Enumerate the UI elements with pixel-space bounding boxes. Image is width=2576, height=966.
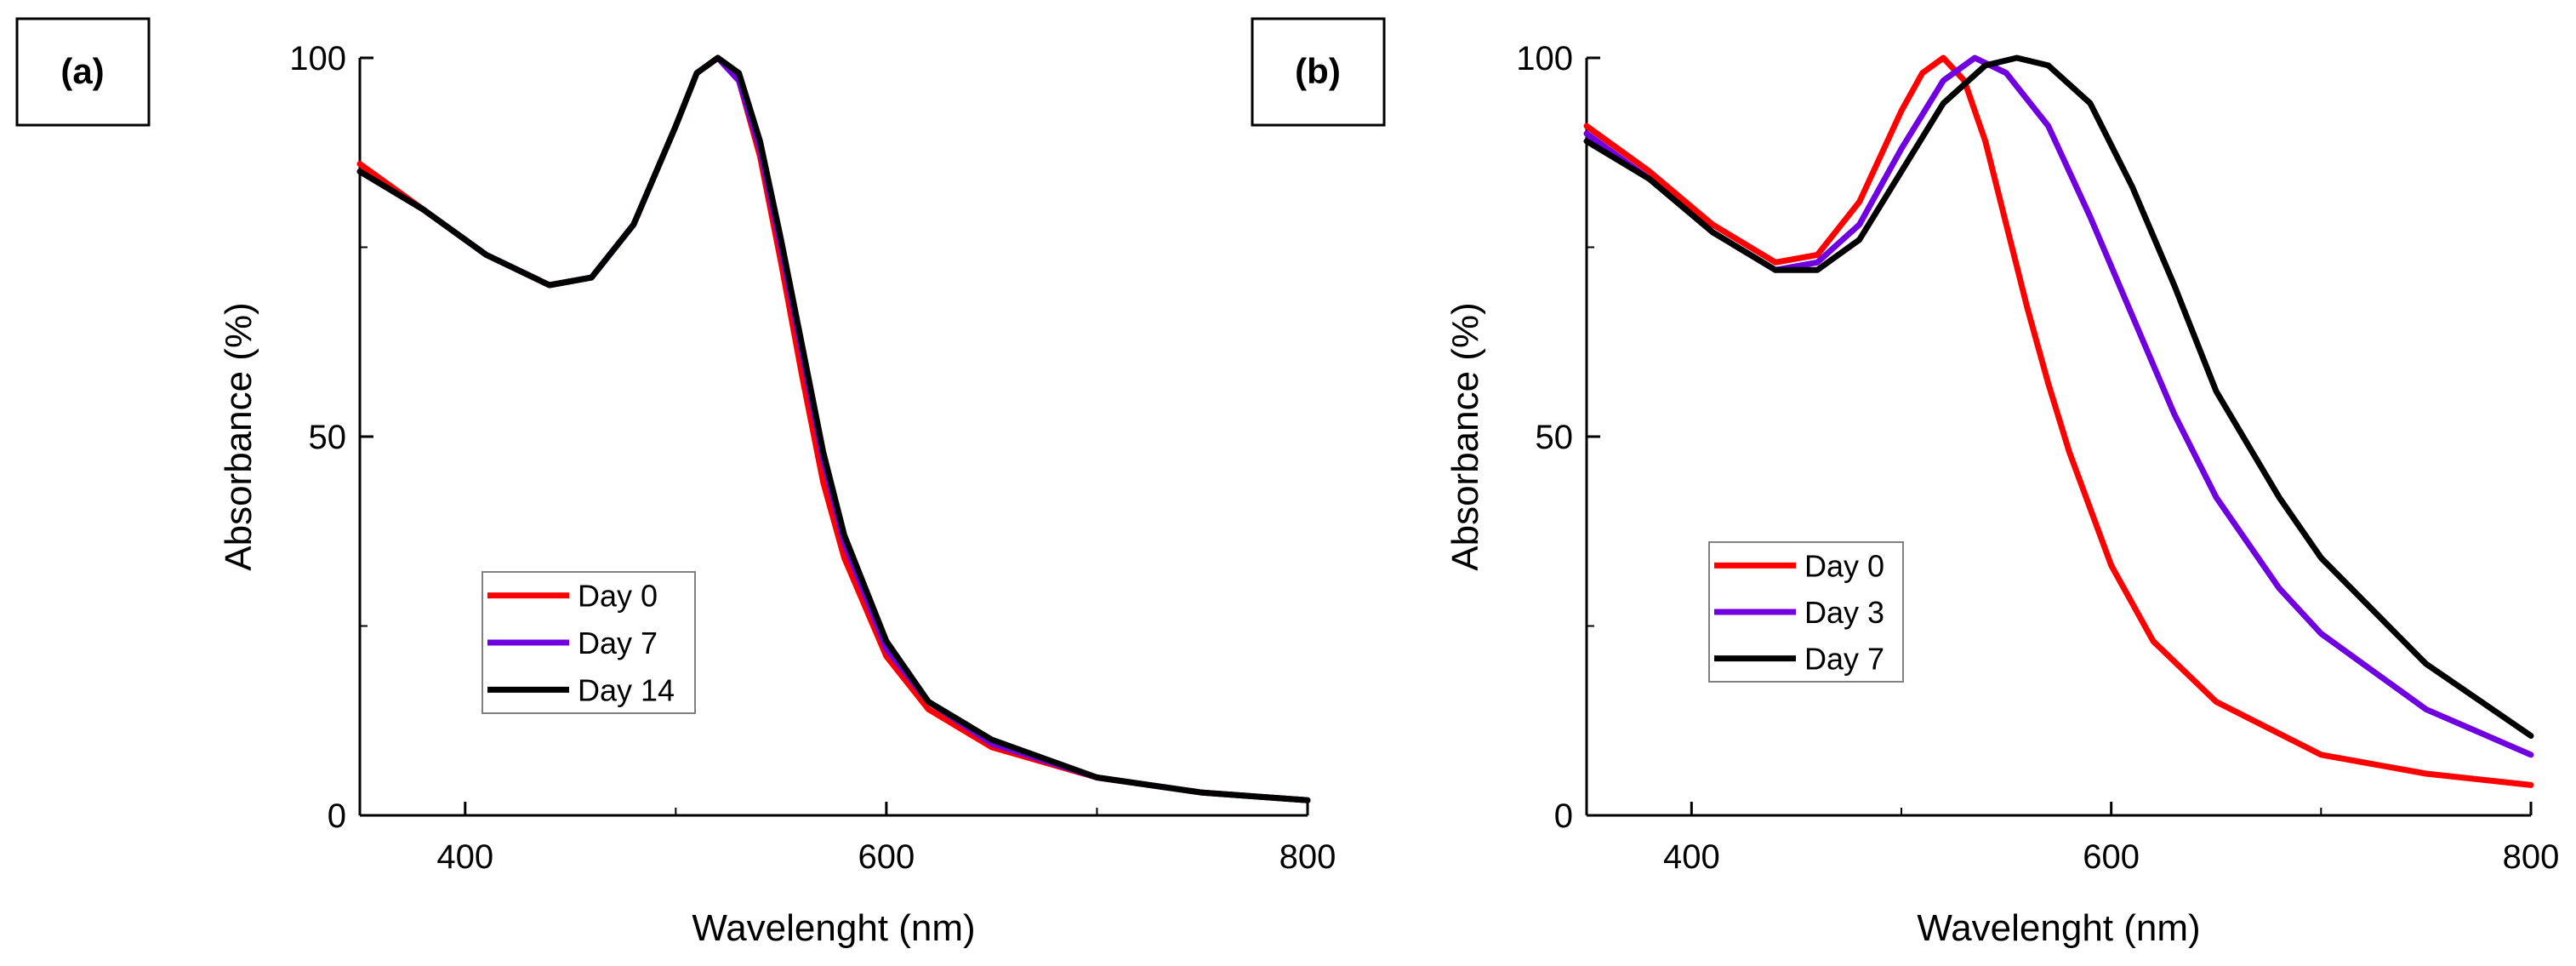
x-tick-label: 400	[1663, 838, 1720, 876]
y-tick-label: 0	[1554, 797, 1573, 835]
x-tick-label: 600	[2083, 838, 2140, 876]
panel-label: (b)	[1295, 51, 1341, 91]
panel-label-box: (b)	[1251, 17, 1386, 127]
y-tick-label: 100	[1516, 40, 1573, 77]
x-tick-label: 600	[858, 838, 915, 876]
y-axis-label: Absorbance (%)	[218, 302, 259, 570]
panel-a: (a) 400 600 800 0 50 100 Day 0 Day 7 Day 14 Wave…	[15, 17, 1336, 949]
series-line-day-7	[1583, 54, 2534, 739]
legend-label: Day 7	[1804, 642, 1884, 677]
x-tick-label: 800	[1279, 838, 1336, 876]
legend: Day 0 Day 3 Day 7	[1708, 541, 1904, 683]
legend-label: Day 3	[1804, 595, 1884, 630]
x-tick-label: 400	[436, 838, 493, 876]
y-tick-label: 50	[309, 419, 347, 456]
series-line-day-0	[1583, 54, 2534, 788]
x-axis-label: Wavelenght (nm)	[692, 907, 975, 949]
legend-label: Day 14	[578, 672, 675, 707]
y-tick-label: 100	[289, 40, 346, 77]
x-tick-label: 800	[2503, 838, 2560, 876]
legend-label: Day 0	[578, 579, 658, 614]
legend: Day 0 Day 7 Day 14	[482, 571, 696, 714]
panel-label-box: (a)	[15, 17, 151, 127]
panel-b: (b) 400 600 800 0 50 100 Day 0 Day 3 Day 7 Wavel…	[1251, 17, 2560, 949]
legend-label: Day 0	[1804, 548, 1884, 583]
legend-label: Day 7	[578, 626, 658, 660]
series-line-day-14	[356, 54, 1311, 803]
y-axis-label: Absorbance (%)	[1445, 302, 1486, 570]
x-axis-label: Wavelenght (nm)	[1917, 907, 2200, 949]
y-tick-label: 50	[1536, 419, 1574, 456]
panel-label: (a)	[60, 51, 104, 91]
y-tick-label: 0	[328, 797, 346, 835]
